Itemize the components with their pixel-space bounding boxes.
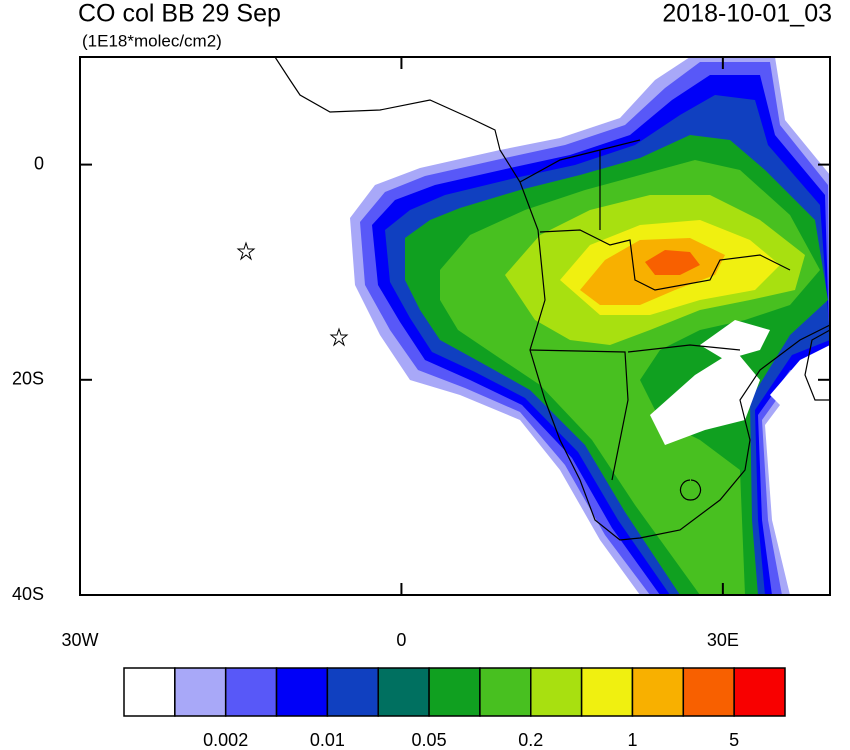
colorbar-label: 0.01 (310, 730, 345, 750)
lon-tick-label: 0 (396, 630, 406, 650)
colorbar-box (733, 667, 786, 717)
colorbar-label: 1 (627, 730, 637, 750)
colorbar-box (580, 667, 634, 717)
colorbar-box (479, 667, 532, 717)
lon-tick-label: 30E (707, 630, 739, 650)
map-frame (79, 56, 831, 596)
colorbar-box (377, 667, 430, 717)
colorbar-box (123, 667, 176, 717)
colorbar-box (530, 667, 583, 717)
lon-tick-label: 30W (61, 630, 98, 650)
colorbar-label: 5 (729, 730, 739, 750)
clear-patch (700, 320, 770, 360)
field (274, 57, 830, 595)
timestamp: 2018-10-01_03 (662, 0, 832, 28)
coastline (274, 57, 830, 541)
colorbar-box (275, 667, 329, 717)
lat-tick-label: 20S (12, 369, 44, 389)
lat-tick-label: 0 (34, 153, 44, 173)
star-marker (236, 241, 256, 261)
colorbar-box (224, 667, 278, 717)
colorbar-label: 0.05 (412, 730, 447, 750)
colorbar-box (428, 667, 481, 717)
clear-patch (770, 345, 830, 420)
colorbar-label: 0.2 (518, 730, 543, 750)
subtitle: (1E18*molec/cm2) (82, 31, 222, 50)
madagascar (804, 329, 830, 401)
plume-level-10 (645, 250, 700, 275)
border (519, 139, 791, 501)
colorbar-label: 0.002 (203, 730, 248, 750)
lat-tick-label: 40S (12, 584, 44, 604)
colorbar-box (326, 667, 379, 717)
colorbar-box (631, 667, 685, 717)
colorbar-box (174, 667, 227, 717)
star-marker (329, 327, 349, 347)
title: CO col BB 29 Sep (78, 0, 281, 28)
clear-patch (650, 350, 760, 445)
colorbar-box (682, 667, 735, 717)
